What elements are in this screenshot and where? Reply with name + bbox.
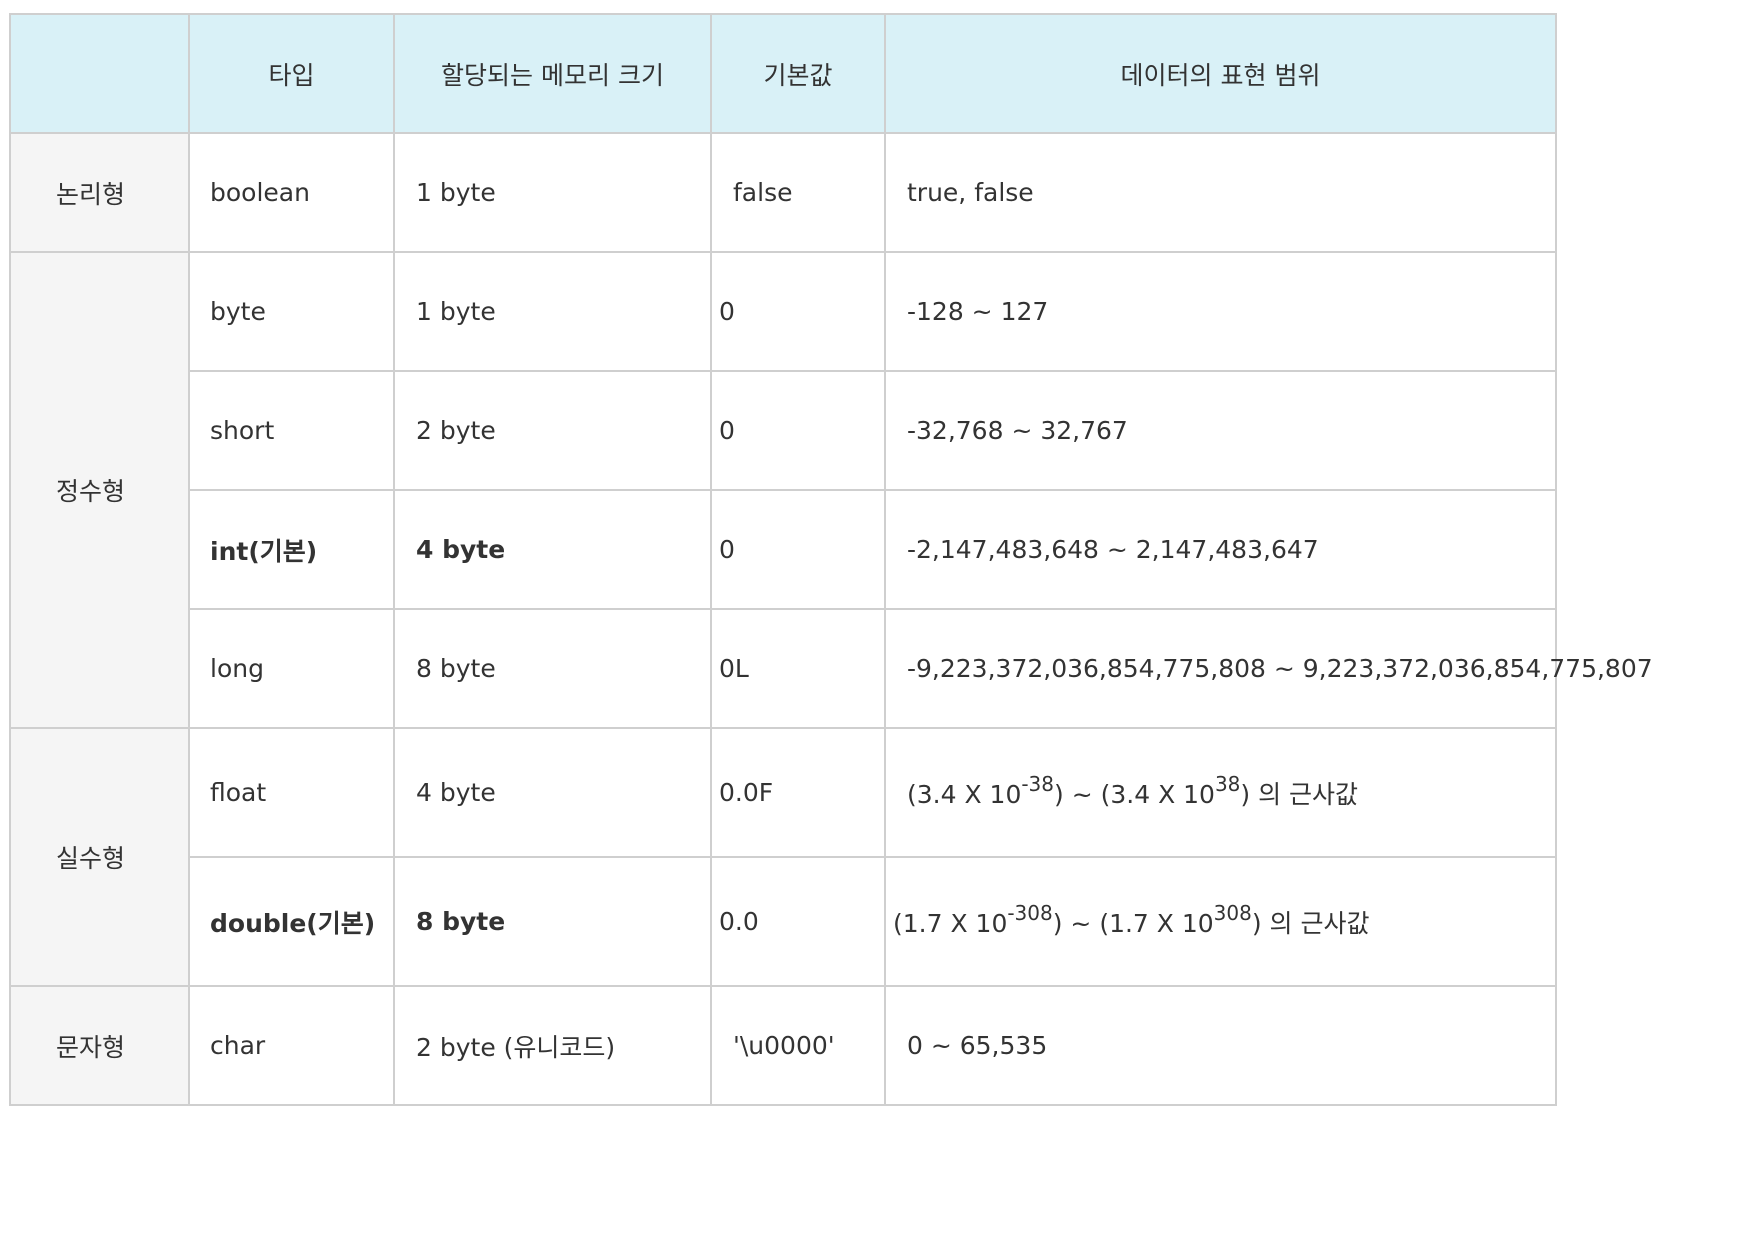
range-cell: 0 ~ 65,535 [884, 985, 1557, 1106]
type-cell: short [188, 370, 395, 491]
range-cell: true, false [884, 132, 1557, 253]
range-cell: -128 ~ 127 [884, 251, 1557, 372]
range-text: (3.4 X 10 [907, 779, 1022, 809]
header-range: 데이터의 표현 범위 [884, 13, 1557, 134]
header-category [9, 13, 190, 134]
range-text: ) 의 근사값 [1251, 908, 1370, 938]
size-cell: 2 byte [393, 370, 712, 491]
default-cell: '\u0000' [710, 985, 886, 1106]
type-cell: boolean [188, 132, 395, 253]
range-text: ) ~ (3.4 X 10 [1054, 779, 1215, 809]
category-cell: 문자형 [9, 985, 190, 1106]
default-cell: false [710, 132, 886, 253]
type-cell: byte [188, 251, 395, 372]
default-cell: 0.0 [710, 856, 886, 987]
size-cell: 4 byte [393, 489, 712, 610]
default-cell: 0 [710, 370, 886, 491]
size-cell: 8 byte [393, 608, 712, 729]
default-cell: 0L [710, 608, 886, 729]
size-cell: 1 byte [393, 251, 712, 372]
range-text: ) ~ (1.7 X 10 [1052, 908, 1214, 938]
size-cell: 2 byte (유니코드) [393, 985, 712, 1106]
type-cell: double(기본) [188, 856, 395, 987]
size-cell: 8 byte [393, 856, 712, 987]
range-exponent: -38 [1021, 771, 1055, 796]
type-cell: float [188, 727, 395, 858]
range-exponent: 308 [1213, 900, 1252, 925]
default-cell: 0 [710, 489, 886, 610]
header-type: 타입 [188, 13, 395, 134]
table-row: short 2 byte 0 -32,768 ~ 32,767 [10, 370, 1557, 491]
range-cell: -32,768 ~ 32,767 [884, 370, 1557, 491]
table-row: 정수형 byte 1 byte 0 -128 ~ 127 [9, 251, 1557, 729]
data-type-table-wrapper: 타입 할당되는 메모리 크기 기본값 데이터의 표현 범위 논리형 boolea… [9, 13, 1653, 1106]
table-row: int(기본) 4 byte 0 -2,147,483,648 ~ 2,147,… [10, 489, 1557, 610]
range-exponent: 38 [1214, 771, 1241, 796]
range-cell: (3.4 X 10-38) ~ (3.4 X 1038) 의 근사값 [884, 727, 1557, 858]
type-cell: char [188, 985, 395, 1106]
range-text: ) 의 근사값 [1240, 779, 1359, 809]
table-row: long 8 byte 0L -9,223,372,036,854,775,80… [10, 608, 1653, 729]
type-cell: long [188, 608, 395, 729]
default-cell: 0.0F [710, 727, 886, 858]
size-cell: 4 byte [393, 727, 712, 858]
header-default: 기본값 [710, 13, 886, 134]
table-row: 논리형 boolean 1 byte false true, false [9, 132, 1557, 253]
type-cell: int(기본) [188, 489, 395, 610]
category-cell: 논리형 [9, 132, 190, 253]
range-cell: (1.7 X 10-308) ~ (1.7 X 10308) 의 근사값 [884, 856, 1557, 987]
category-cell: 정수형 [9, 251, 190, 729]
range-cell: -2,147,483,648 ~ 2,147,483,647 [884, 489, 1557, 610]
header-size: 할당되는 메모리 크기 [393, 13, 712, 134]
range-cell: -9,223,372,036,854,775,808 ~ 9,223,372,0… [884, 608, 1653, 729]
table-row: 실수형 float 4 byte 0.0F (3.4 X 10-38) ~ (3… [9, 727, 1557, 987]
header-row: 타입 할당되는 메모리 크기 기본값 데이터의 표현 범위 [9, 13, 1557, 134]
java-primitive-types-table: 타입 할당되는 메모리 크기 기본값 데이터의 표현 범위 논리형 boolea… [9, 13, 1653, 1106]
default-cell: 0 [710, 251, 886, 372]
size-cell: 1 byte [393, 132, 712, 253]
range-exponent: -308 [1007, 900, 1053, 925]
range-text: (1.7 X 10 [893, 908, 1008, 938]
table-row: double(기본) 8 byte 0.0 (1.7 X 10-308) ~ (… [10, 856, 1557, 987]
category-cell: 실수형 [9, 727, 190, 987]
table-row: 문자형 char 2 byte (유니코드) '\u0000' 0 ~ 65,5… [9, 985, 1557, 1106]
